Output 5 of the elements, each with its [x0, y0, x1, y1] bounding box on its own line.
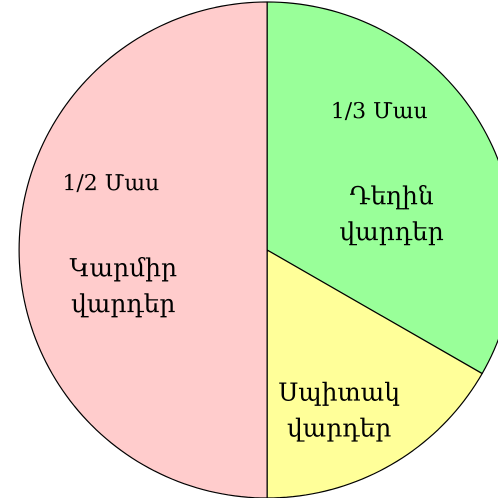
slice-label: Դեղին վարդեր — [340, 185, 444, 246]
slice-label: Կարմիր վարդեր — [70, 257, 176, 318]
data-label: 1/3 Մաս — [333, 102, 427, 120]
data-label: 1/2 Մաս — [65, 174, 158, 192]
slice-label: Սպիտակ վարդեր — [279, 382, 400, 442]
